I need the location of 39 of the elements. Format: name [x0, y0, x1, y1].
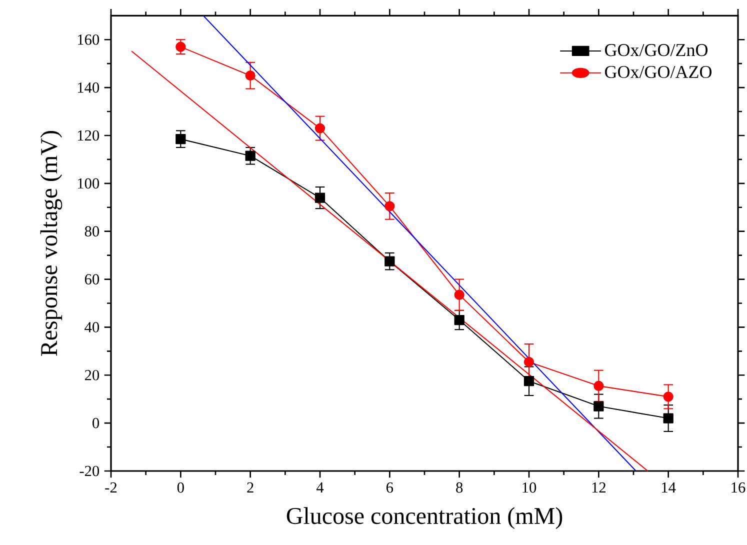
x-tick-label: 2: [247, 482, 254, 493]
legend-label: GOx/GO/ZnO: [604, 44, 708, 56]
x-tick-label: 0: [177, 482, 184, 493]
point: [245, 150, 256, 161]
y-tick-label: 20: [84, 370, 100, 380]
point: [663, 413, 674, 424]
y-tick-label: 80: [84, 226, 100, 237]
point: [454, 290, 464, 300]
point: [384, 256, 395, 266]
y-tick-label: 100: [78, 178, 100, 189]
point: [454, 314, 464, 326]
point: [594, 401, 604, 412]
y-tick-label: 0: [92, 418, 100, 428]
x-tick-label: 10: [522, 482, 536, 493]
x-tick-label: 6: [386, 482, 394, 493]
y-tick-label: 60: [84, 274, 100, 284]
point: [524, 376, 534, 386]
y-tick-label: 40: [84, 322, 100, 332]
y-tick-label: 120: [78, 130, 100, 141]
x-tick-label: 4: [316, 482, 324, 492]
y-tick-label: -20: [80, 466, 100, 476]
point: [384, 201, 395, 212]
point: [663, 392, 674, 402]
y-tick-label: 160: [78, 34, 100, 45]
x-tick-label: -2: [105, 482, 117, 493]
point: [314, 123, 326, 134]
y-tick-label: 140: [78, 82, 100, 93]
x-tick-label: 12: [592, 482, 606, 493]
point: [176, 134, 186, 144]
x-axis-title: Glucose concentration (mM): [286, 507, 562, 529]
point: [245, 70, 256, 81]
x-tick-label: 14: [662, 482, 676, 492]
legend-label: GOx/GO/AZO: [604, 66, 712, 78]
point: [314, 192, 326, 203]
y-axis-title: Response voltage (mV): [40, 131, 62, 356]
x-tick-label: 8: [456, 482, 463, 493]
point: [594, 380, 604, 391]
point: [524, 356, 534, 368]
x-tick-label: 16: [732, 482, 746, 493]
